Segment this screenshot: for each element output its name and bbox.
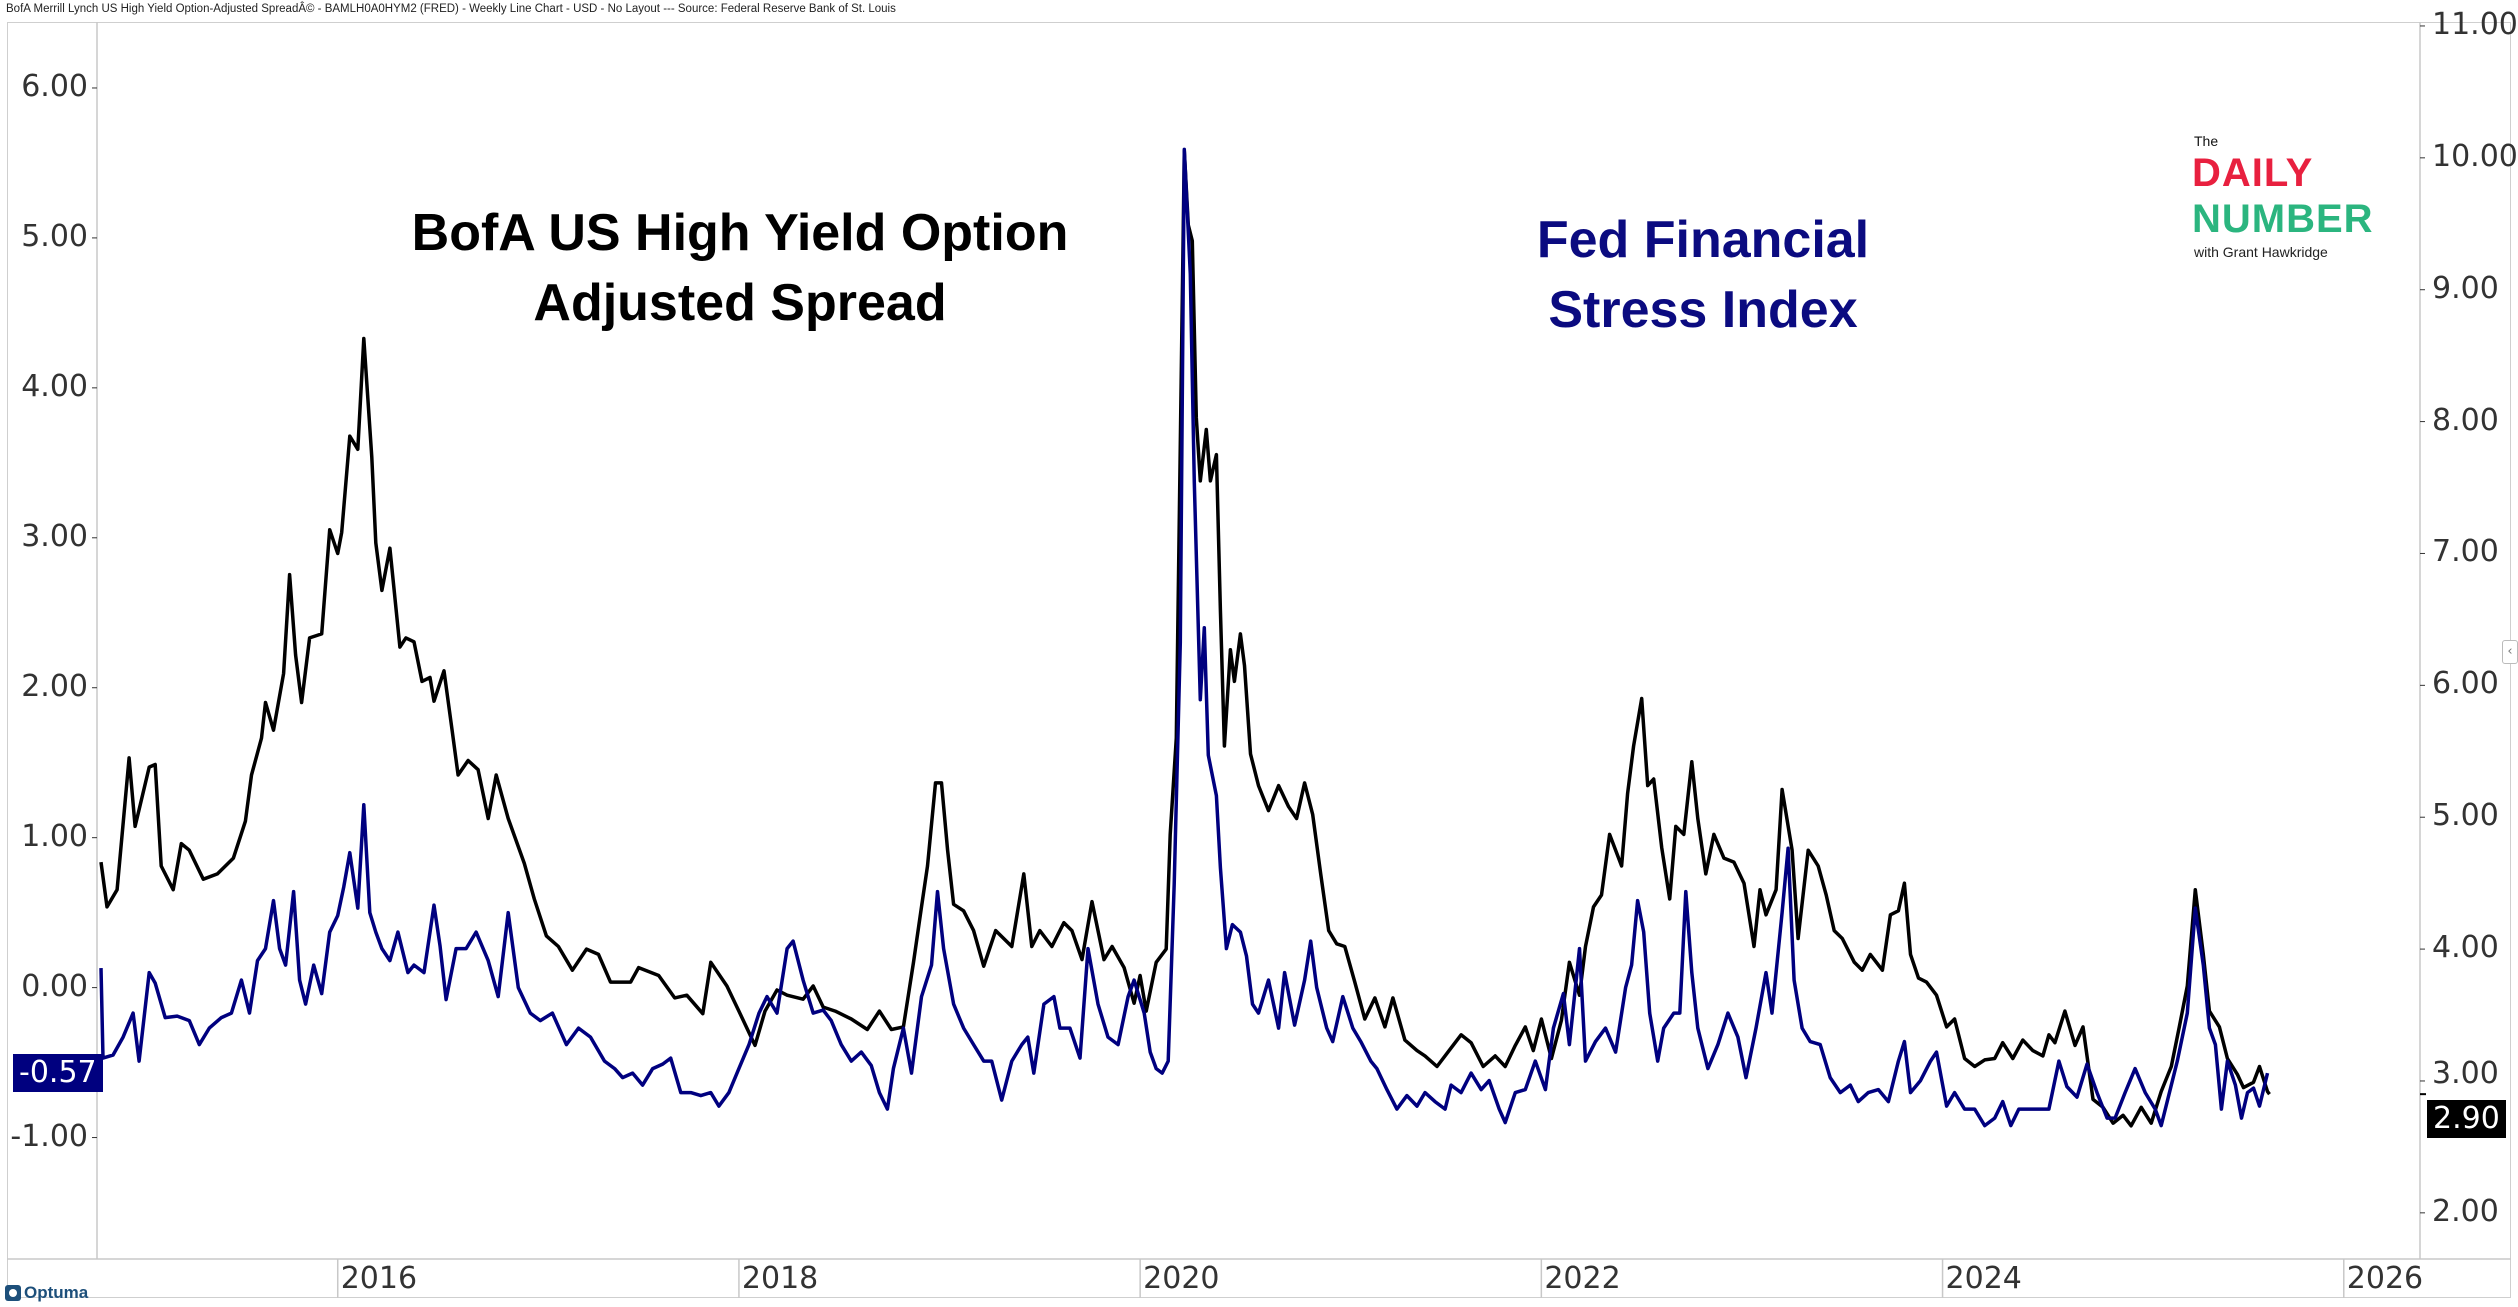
logo-number: NUMBER	[2192, 197, 2374, 241]
hy-spread-title: BofA US High Yield Option Adjusted Sprea…	[390, 198, 1090, 338]
fsi-series-line	[99, 147, 2270, 1128]
right-axis-tick-label: 11.00	[2432, 6, 2518, 42]
hy-spread-series-line	[99, 149, 2271, 1128]
optuma-brand: Optuma	[24, 1283, 89, 1302]
x-axis-tick-label: 2022	[1544, 1261, 1621, 1296]
right-axis-tick-label: 2.00	[2432, 1193, 2499, 1229]
left-axis-tick-label: 2.00	[21, 668, 88, 704]
chart-header-text: BofA Merrill Lynch US High Yield Option-…	[6, 3, 896, 15]
right-axis-tick-label: 8.00	[2432, 402, 2499, 438]
x-axis-tick-label: 2024	[1945, 1261, 2022, 1296]
right-axis-tick-label: 4.00	[2432, 930, 2499, 966]
hy-spread-title-line1: BofA US High Yield Option	[411, 204, 1069, 262]
daily-number-logo: The DAILY NUMBER with Grant Hawkridge	[2192, 132, 2420, 262]
logo-byline: with Grant Hawkridge	[2194, 244, 2328, 260]
optuma-logo: Optuma	[5, 1283, 88, 1303]
left-axis-tick-label: -1.00	[10, 1118, 88, 1154]
fsi-title-line2: Stress Index	[1548, 281, 1858, 339]
x-axis-tick-label: 2020	[1143, 1261, 1220, 1296]
x-axis-tick-label: 2026	[2346, 1261, 2424, 1296]
hy-spread-last-value-badge: 2.90	[2427, 1100, 2506, 1138]
fsi-last-value-badge: -0.57	[13, 1054, 103, 1092]
right-axis-tick-label: 7.00	[2432, 534, 2499, 570]
logo-daily: DAILY	[2192, 151, 2314, 195]
right-axis-tick-label: 5.00	[2432, 798, 2499, 834]
left-axis-tick-label: 3.00	[21, 518, 88, 554]
x-axis-tick-label: 2016	[340, 1261, 418, 1296]
left-axis-tick-label: 0.00	[21, 968, 88, 1004]
hy-spread-title-line2: Adjusted Spread	[533, 274, 947, 332]
right-axis-tick-label: 10.00	[2432, 138, 2518, 174]
left-axis-tick-label: 5.00	[21, 218, 88, 254]
chevron-left-icon[interactable]: ‹	[2502, 640, 2518, 664]
fsi-title-line1: Fed Financial	[1536, 211, 1870, 269]
fsi-title: Fed Financial Stress Index	[1403, 205, 2003, 345]
left-axis-tick-label: 1.00	[21, 818, 88, 854]
right-axis-tick-label: 3.00	[2432, 1055, 2499, 1091]
logo-the: The	[2194, 133, 2219, 149]
x-axis-tick-label: 2018	[741, 1261, 819, 1296]
right-axis-tick-label: 6.00	[2432, 666, 2499, 702]
optuma-icon	[5, 1285, 21, 1301]
left-axis-tick-label: 4.00	[21, 368, 88, 404]
left-axis-tick-label: 6.00	[21, 68, 88, 104]
right-axis-tick-label: 9.00	[2432, 270, 2499, 306]
